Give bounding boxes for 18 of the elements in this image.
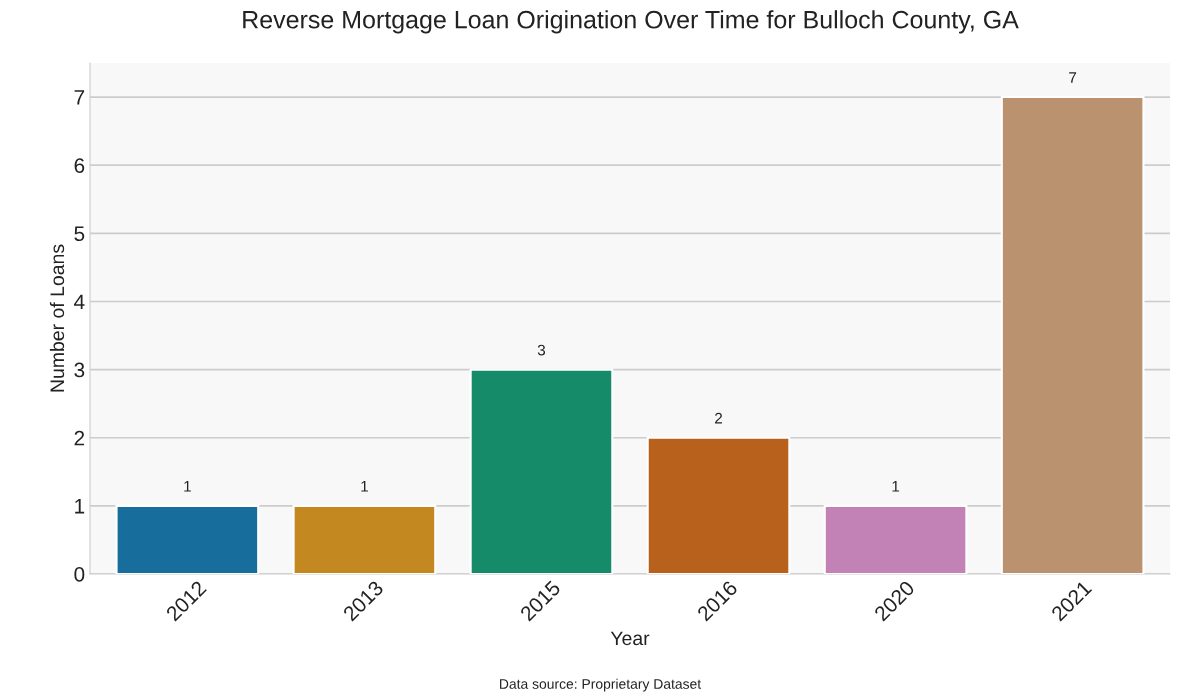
source-note: Data source: Proprietary Dataset <box>500 678 702 692</box>
y-tick-label: 5 <box>74 226 85 242</box>
y-axis-title: Number of Loans <box>49 244 65 392</box>
y-tick-label: 2 <box>74 430 85 446</box>
data-label: 1 <box>361 481 368 492</box>
y-tick-label: 4 <box>74 294 85 310</box>
y-tick-label: 1 <box>75 499 85 514</box>
y-tick-label: 7 <box>74 90 85 105</box>
data-label: 3 <box>537 344 546 356</box>
y-tick-label: 6 <box>74 158 85 173</box>
y-tick-label: 3 <box>74 362 85 378</box>
data-label: 2 <box>715 412 723 424</box>
x-axis-title: Year <box>610 631 650 646</box>
data-label: 1 <box>892 481 900 492</box>
data-label: 1 <box>184 481 191 492</box>
y-tick-label: 0 <box>74 567 85 582</box>
data-label: 7 <box>1069 72 1077 83</box>
chart-title: Reverse Mortgage Loan Origination Over Time for Bulloch County, GA <box>243 10 1019 34</box>
